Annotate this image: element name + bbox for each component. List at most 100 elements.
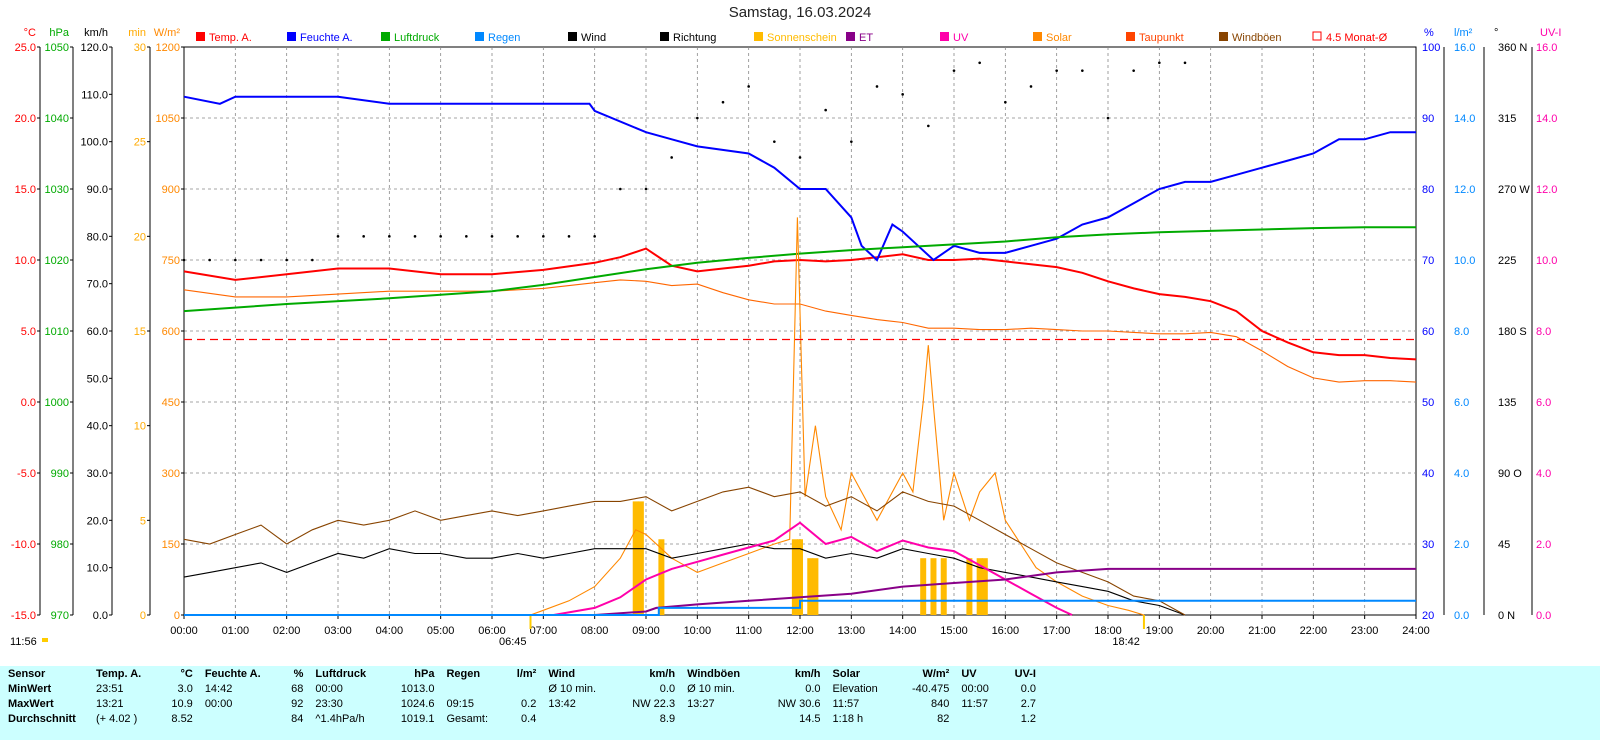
x-tick-label: 01:00 xyxy=(222,625,250,637)
left-axis-tick-label: 5 xyxy=(140,515,146,527)
legend-swatch xyxy=(846,32,855,41)
series-line xyxy=(183,486,1186,616)
legend-label: 4.5 Monat-Ø xyxy=(1326,32,1388,44)
summary-cell-note: 00:00 xyxy=(961,682,989,695)
direction-point xyxy=(465,235,468,238)
legend-swatch xyxy=(568,32,577,41)
right-axis-tick-label: 2.0 xyxy=(1536,539,1551,551)
series-line xyxy=(183,279,1417,383)
left-axis-tick-label: 20 xyxy=(134,231,146,243)
summary-cell-note xyxy=(438,681,500,696)
summary-header-unit: l/m² xyxy=(516,667,537,680)
legend-label: UV xyxy=(953,32,969,44)
direction-point xyxy=(619,187,622,191)
right-axis-tick-label: 14.0 xyxy=(1454,113,1475,125)
summary-cell-value: 84 xyxy=(291,712,304,725)
left-axis-tick-label: 120.0 xyxy=(80,42,108,54)
right-axis-tick-label: 70 xyxy=(1422,255,1434,267)
legend-label: Taupunkt xyxy=(1139,32,1184,44)
x-tick-label: 05:00 xyxy=(427,625,455,637)
summary-cell-note xyxy=(679,711,756,726)
summary-cell-note: 23:30 xyxy=(315,697,343,710)
summary-cell-note xyxy=(197,711,277,726)
left-axis-tick-label: 980 xyxy=(51,539,69,551)
series-line xyxy=(183,226,1416,313)
left-axis-tick-label: 10.0 xyxy=(15,255,36,267)
summary-cell-value: 1019.1 xyxy=(400,712,435,725)
series-line xyxy=(183,95,1416,262)
direction-point xyxy=(721,100,725,104)
summary-cell-note: Elevation xyxy=(832,682,878,695)
x-tick-label: 13:00 xyxy=(838,625,866,637)
x-tick-label: 07:00 xyxy=(530,625,558,637)
direction-point xyxy=(259,258,263,262)
left-axis-tick-label: -15.0 xyxy=(11,610,36,622)
summary-cell-note: Ø 10 min. xyxy=(687,682,735,695)
summary-cell-value: 0.4 xyxy=(521,712,537,725)
right-axis-tick-label: 90 xyxy=(1422,113,1434,125)
legend-swatch xyxy=(287,32,296,41)
sunshine-bar xyxy=(797,539,803,615)
right-axis-tick-label: 60 xyxy=(1422,326,1434,338)
sunshine-bar xyxy=(632,501,639,615)
right-axis-unit: l/m² xyxy=(1454,27,1473,39)
summary-cell-value: 3.0 xyxy=(177,682,193,695)
right-axis-tick-label: 12.0 xyxy=(1536,184,1557,196)
legend-swatch xyxy=(1033,32,1042,41)
left-axis-tick-label: 1050 xyxy=(45,42,69,54)
direction-point xyxy=(490,235,494,238)
direction-point xyxy=(670,156,673,159)
summary-header-unit: hPa xyxy=(414,667,435,680)
direction-point xyxy=(644,187,648,191)
right-axis-tick-label: 360 N xyxy=(1498,42,1527,54)
left-axis-tick-label: 70.0 xyxy=(87,279,108,291)
right-axis-tick-label: 8.0 xyxy=(1454,326,1469,338)
sun-time-label: 06:45 xyxy=(499,636,527,648)
right-axis-tick-label: 0.0 xyxy=(1454,610,1469,622)
summary-table: Sensor Temp. A. °C Feuchte A.% Luftdruck hPa R… xyxy=(0,666,1600,740)
summary-header-unit: km/h xyxy=(794,667,821,680)
legend-label: Windböen xyxy=(1232,32,1282,44)
direction-point xyxy=(542,235,545,238)
summary-cell-value: 14.5 xyxy=(799,712,821,725)
summary-cell-note: 14:42 xyxy=(204,682,233,695)
left-axis-tick-label: 0 xyxy=(140,610,146,622)
summary-cell-value xyxy=(501,681,541,696)
summary-row-label: MaxWert xyxy=(8,697,54,710)
summary-cell-value: 840 xyxy=(930,697,950,710)
chart-title: Samstag, 16.03.2024 xyxy=(728,4,872,21)
right-axis-tick-label: 10.0 xyxy=(1454,255,1475,267)
sunshine-bar xyxy=(976,558,983,615)
left-axis-tick-label: 5.0 xyxy=(21,326,36,338)
series-line xyxy=(184,599,1416,616)
legend-label: Regen xyxy=(488,32,520,44)
left-axis-tick-label: 10 xyxy=(134,421,146,433)
sunshine-bar xyxy=(920,558,927,615)
direction-point xyxy=(388,235,391,238)
right-axis-tick-label: 14.0 xyxy=(1536,113,1557,125)
direction-point xyxy=(798,156,802,159)
left-axis-tick-label: 1030 xyxy=(45,184,69,196)
left-axis-tick-label: 100.0 xyxy=(80,137,108,149)
x-tick-label: 02:00 xyxy=(273,625,301,637)
summary-cell-value: 0.0 xyxy=(1020,682,1036,695)
direction-point xyxy=(1055,69,1058,72)
x-tick-label: 03:00 xyxy=(324,625,352,637)
summary-cell-value: 0.0 xyxy=(805,682,821,695)
right-axis-tick-label: 2.0 xyxy=(1454,539,1469,551)
left-axis-tick-label: 15 xyxy=(134,326,146,338)
series-line xyxy=(183,543,1186,616)
left-axis-tick-label: 1050 xyxy=(156,113,180,125)
direction-point xyxy=(567,235,571,238)
summary-cell-note: 13:21 xyxy=(96,697,124,710)
right-axis-tick-label: 0 N xyxy=(1498,610,1515,622)
right-axis-unit: % xyxy=(1424,27,1434,39)
left-axis-unit: km/h xyxy=(84,27,108,39)
summary-cell-value: NW 22.3 xyxy=(632,697,676,710)
left-axis-unit: min xyxy=(128,27,146,39)
summary-cell-note: Ø 10 min. xyxy=(548,682,597,695)
x-tick-label: 24:00 xyxy=(1402,625,1430,637)
summary-cell-value: 2.7 xyxy=(1020,697,1036,710)
summary-cell-note: ^1.4hPa/h xyxy=(315,712,365,725)
left-axis-tick-label: 150 xyxy=(162,539,180,551)
